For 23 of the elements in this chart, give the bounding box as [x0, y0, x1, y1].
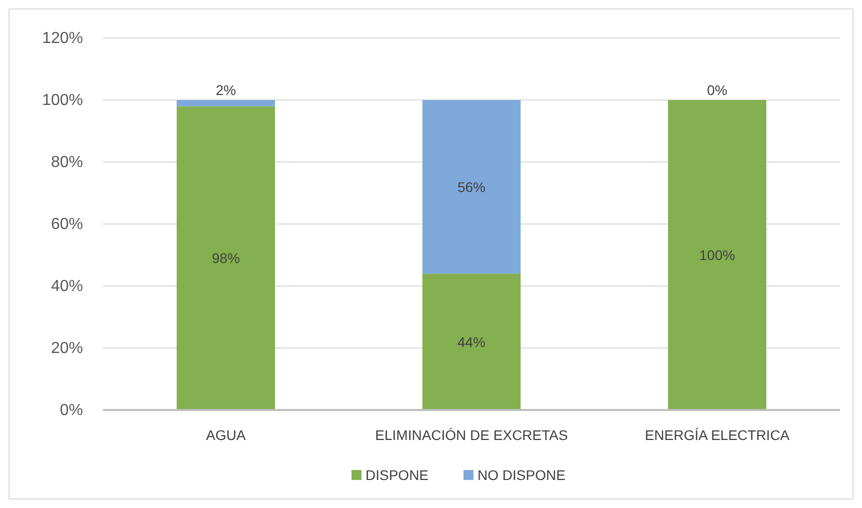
legend-label: DISPONE: [366, 467, 429, 483]
y-tick-label: 60%: [50, 216, 83, 233]
bar: [176, 106, 275, 410]
data-label: 44%: [457, 334, 486, 350]
y-tick-label: 20%: [50, 340, 83, 357]
y-tick-label: 40%: [50, 278, 83, 295]
data-label: 0%: [707, 82, 728, 98]
x-tick-label: ELIMINACIÓN DE EXCRETAS: [375, 427, 568, 443]
data-label: 56%: [457, 178, 486, 195]
data-label: 2%: [216, 82, 236, 98]
data-label: 98%: [212, 250, 240, 266]
x-tick-label: ENERGÍA ELECTRICA: [644, 427, 790, 443]
legend-label: NO DISPONE: [478, 467, 566, 483]
bar: [176, 100, 275, 106]
bar: [422, 100, 521, 274]
y-tick-label: 80%: [50, 154, 83, 171]
data-label: 100%: [699, 247, 736, 263]
bar: [668, 100, 766, 410]
x-tick-label: AGUA: [206, 427, 246, 443]
y-tick-label: 0%: [60, 402, 83, 419]
y-tick-label: 100%: [42, 92, 83, 109]
bar: [422, 274, 521, 410]
y-tick-label: 120%: [42, 30, 83, 47]
